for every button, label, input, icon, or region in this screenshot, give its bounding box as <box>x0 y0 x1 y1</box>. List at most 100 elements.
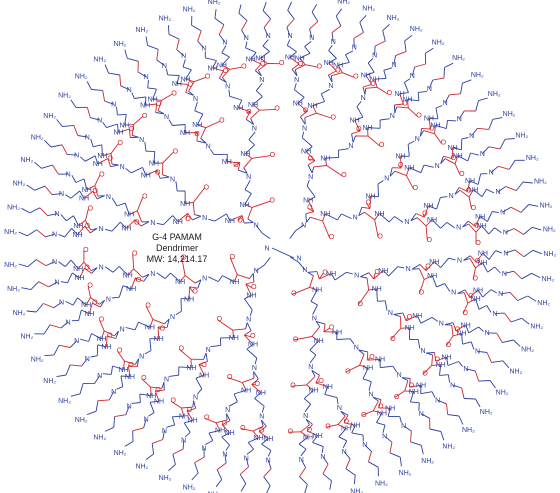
bond <box>461 387 465 399</box>
bond <box>72 297 78 306</box>
bond <box>104 426 114 432</box>
bond <box>368 381 372 391</box>
bond <box>142 167 147 176</box>
carbonyl-bond <box>326 165 343 177</box>
amide-nh-label: NH <box>217 63 227 70</box>
bond <box>336 397 339 405</box>
bond <box>266 485 271 493</box>
bond <box>243 167 248 174</box>
amide-nh-label: NH <box>473 287 483 294</box>
bond <box>372 400 379 412</box>
terminal-amine-label: NH₂ <box>114 450 127 457</box>
carbonyl-oxygen-label: O <box>84 223 90 230</box>
bond <box>308 196 316 201</box>
bond <box>216 469 223 480</box>
bond <box>239 466 249 475</box>
bond <box>297 102 308 112</box>
bond <box>447 119 457 122</box>
amide-nh-label: NH <box>363 365 373 372</box>
bond <box>400 327 410 329</box>
bond <box>159 176 170 179</box>
bond <box>116 123 119 133</box>
amide-nh-label: NH <box>285 55 295 62</box>
bond <box>340 410 346 417</box>
bond <box>365 71 375 76</box>
bond <box>505 249 516 254</box>
carbonyl-oxygen-label: O <box>468 293 474 300</box>
carbonyl-bond <box>145 305 154 320</box>
bond <box>394 106 398 114</box>
bond <box>428 205 437 210</box>
bond <box>180 407 185 417</box>
bond <box>78 220 86 226</box>
bond <box>482 146 490 154</box>
bond <box>431 317 439 322</box>
bond <box>166 318 170 328</box>
bond <box>145 169 158 176</box>
bond <box>440 156 444 164</box>
bond <box>338 148 349 151</box>
bond <box>306 185 316 198</box>
bond <box>101 330 105 340</box>
bond <box>222 275 235 283</box>
bond <box>69 340 78 348</box>
bond <box>513 228 524 235</box>
carbonyl-bond <box>205 120 220 129</box>
amide-nh-label: NH <box>215 428 225 435</box>
carbonyl-bond <box>468 197 472 209</box>
bond <box>142 273 150 278</box>
bond <box>373 410 383 414</box>
bond <box>504 270 514 274</box>
bond <box>404 78 411 83</box>
carbonyl-oxygen-label: O <box>379 142 385 149</box>
bond <box>153 151 156 164</box>
bond <box>299 476 308 485</box>
bond <box>245 457 249 468</box>
bond <box>267 459 272 469</box>
bond <box>83 261 92 271</box>
terminal-amine-label: NH₂ <box>31 356 44 363</box>
bond <box>118 128 130 133</box>
bond <box>409 384 422 388</box>
bond <box>132 134 139 138</box>
carbonyl-bond <box>425 225 428 241</box>
bond <box>253 371 259 380</box>
bond <box>210 344 221 348</box>
carbonyl-oxygen-label: O <box>475 240 481 247</box>
bond <box>331 72 343 77</box>
branch-nitrogen-label: N <box>246 174 251 181</box>
carbonyl-oxygen-label: O <box>170 398 176 405</box>
bond <box>425 219 433 227</box>
bond <box>79 190 85 199</box>
bond <box>181 406 193 409</box>
terminal-amine-label: NH₂ <box>350 489 363 493</box>
bond <box>195 377 203 390</box>
carbonyl-oxygen-label: O <box>254 381 260 388</box>
terminal-amine-label: NH₂ <box>7 286 20 293</box>
branch-nitrogen-label: N <box>246 317 251 324</box>
amide-nh-label: NH <box>121 226 131 233</box>
bond <box>324 157 328 166</box>
bond <box>26 184 35 191</box>
bond <box>406 99 409 108</box>
terminal-amine-label: NH₂ <box>480 409 493 416</box>
branch-nitrogen-label: N <box>170 177 175 184</box>
carbonyl-bond <box>325 424 339 428</box>
bond <box>151 443 155 455</box>
branch-nitrogen-label: N <box>127 87 132 94</box>
amide-nh-label: NH <box>225 218 235 225</box>
bond <box>205 57 217 61</box>
branch-nitrogen-label: N <box>193 96 198 103</box>
bond <box>197 388 203 395</box>
bond <box>294 69 298 76</box>
bond <box>242 377 255 383</box>
amide-nh-label: NH <box>207 65 217 72</box>
branch-nitrogen-label: N <box>361 95 366 102</box>
bond <box>88 303 93 314</box>
bond <box>486 305 492 313</box>
carbonyl-oxygen-label: O <box>329 234 335 241</box>
carbonyl-oxygen-label: O <box>241 64 247 71</box>
bond <box>196 132 199 141</box>
bond <box>417 339 421 349</box>
bond <box>393 55 396 65</box>
